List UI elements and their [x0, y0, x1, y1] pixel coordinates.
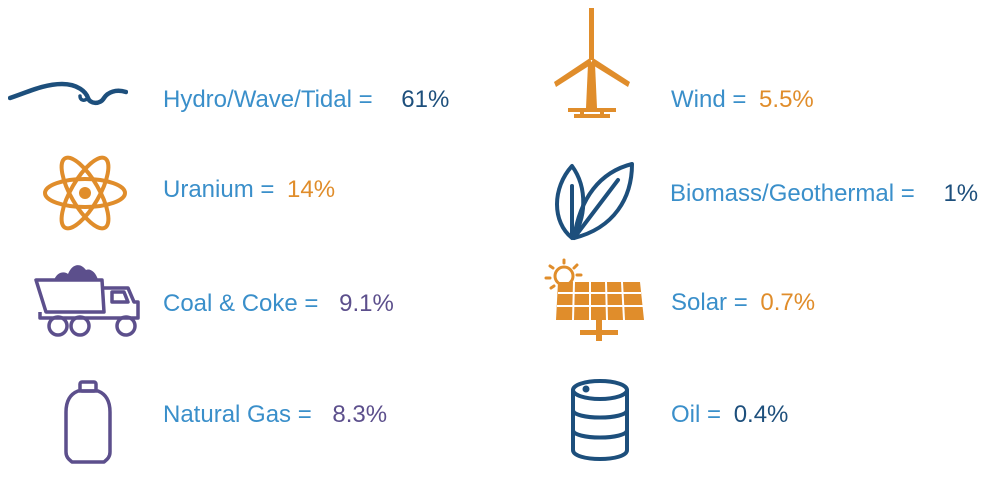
gas-cylinder-icon [60, 378, 116, 468]
energy-label: Uranium = [163, 176, 275, 203]
energy-value: 5.5% [759, 86, 814, 113]
energy-label: Coal & Coke = [163, 290, 319, 317]
oil-barrel-icon [568, 378, 632, 464]
energy-label: Natural Gas = [163, 401, 312, 428]
wave-icon [8, 72, 128, 112]
wind-turbine-icon [552, 8, 632, 123]
energy-label: Solar = [671, 289, 748, 316]
leaves-icon [550, 158, 636, 244]
energy-value: 0.7% [760, 289, 816, 316]
solar-panel-icon [540, 258, 644, 344]
energy-label: Oil = [671, 401, 722, 428]
energy-value: 61% [401, 86, 450, 113]
energy-label: Hydro/Wave/Tidal = [163, 86, 373, 113]
energy-value: 14% [287, 176, 336, 203]
energy-value: 8.3% [332, 401, 388, 428]
energy-label: Biomass/Geothermal = [670, 180, 915, 207]
energy-value: 9.1% [339, 290, 394, 317]
atom-icon [42, 148, 128, 238]
energy-value: 1% [943, 180, 979, 207]
energy-label: Wind = [671, 86, 747, 113]
energy-value: 0.4% [733, 401, 789, 428]
mining-truck-icon [32, 258, 144, 340]
